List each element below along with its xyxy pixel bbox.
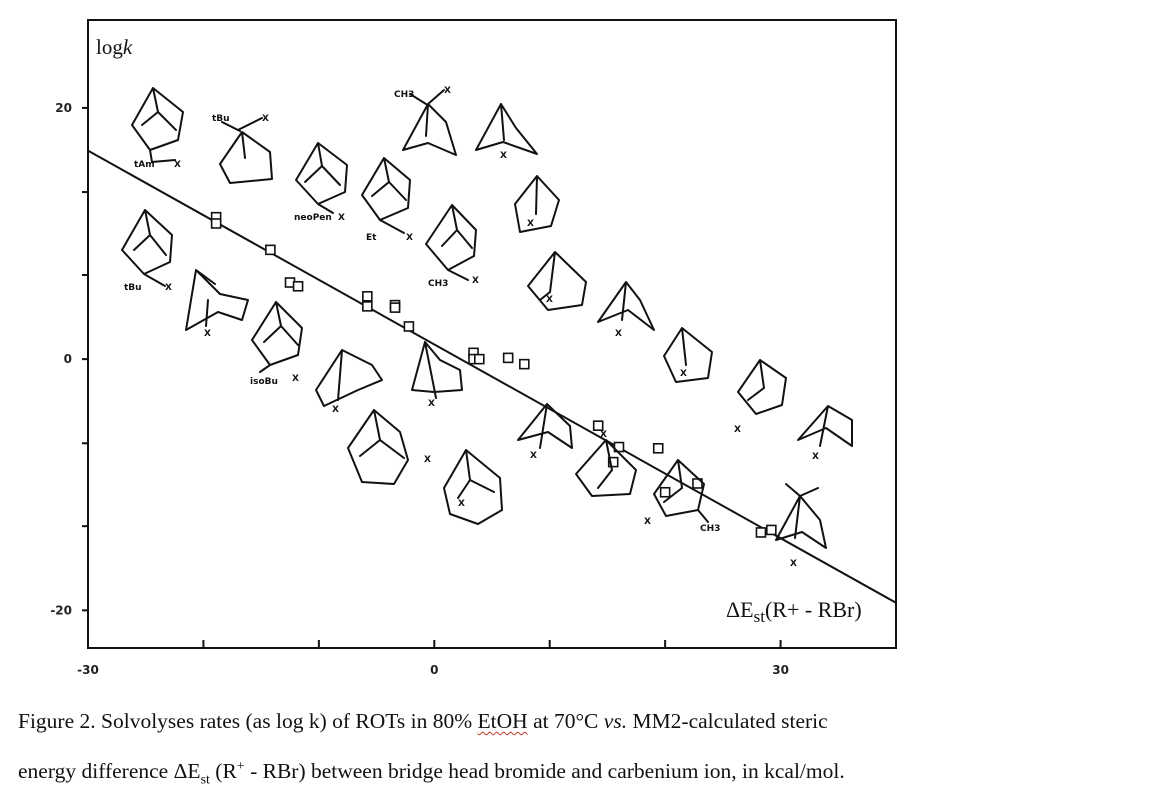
structure-ch3-bicyclo — [402, 89, 457, 156]
structure-bicyclo-333 — [575, 439, 637, 497]
structure-tam-adamantane — [131, 87, 184, 163]
x-tick-label: -30 — [77, 663, 99, 677]
svg-text:X: X — [262, 114, 269, 124]
structure-norbornane-2 — [597, 281, 655, 331]
svg-text:X: X — [644, 517, 651, 527]
svg-text:isoBu: isoBu — [250, 377, 278, 387]
svg-text:X: X — [292, 374, 299, 384]
caption-line-1: Figure 2. Solvolyses rates (as log k) of… — [18, 709, 828, 733]
svg-text:X: X — [174, 160, 181, 170]
data-point — [659, 486, 671, 498]
svg-text:X: X — [332, 405, 339, 415]
svg-text:CH3: CH3 — [700, 524, 720, 534]
structure-norbornane-1 — [475, 103, 538, 155]
caption-line-2: energy difference ΔEst (R+ - RBr) betwee… — [18, 759, 845, 788]
svg-text:X: X — [458, 499, 465, 509]
structure-bicyclooctane-a — [514, 175, 560, 233]
data-point — [362, 291, 373, 302]
svg-text:tBu: tBu — [212, 114, 230, 124]
structure-et-adamantane — [361, 157, 411, 234]
data-point — [652, 442, 664, 454]
svg-text:X: X — [428, 399, 435, 409]
structure-adamantane-x-right — [737, 359, 787, 415]
data-point — [210, 218, 222, 229]
svg-text:X: X — [500, 151, 507, 161]
svg-text:CH3: CH3 — [394, 90, 414, 100]
structure-homoadamantane-ring — [347, 409, 409, 485]
y-axis-label: logk — [96, 35, 133, 59]
y-tick-label: 0 — [64, 352, 72, 366]
svg-text:X: X — [680, 369, 687, 379]
data-point — [592, 420, 604, 431]
structure-camphane — [775, 483, 827, 549]
y-tick-label: 20 — [55, 101, 72, 115]
svg-text:X: X — [790, 559, 797, 569]
svg-text:X: X — [406, 233, 413, 243]
svg-text:X: X — [204, 329, 211, 339]
svg-text:X: X — [615, 329, 622, 339]
structure-bicyclo-b — [517, 403, 573, 449]
x-tick-label: 30 — [772, 663, 789, 677]
structure-ch3-adamantane-3 — [653, 459, 709, 523]
svg-text:X: X — [424, 455, 431, 465]
structure-homoadamantane-a — [527, 251, 587, 311]
figure-caption: Figure 2. Solvolyses rates (as log k) of… — [18, 698, 1138, 803]
axis-ticks — [82, 106, 897, 648]
svg-text:neoPen: neoPen — [294, 213, 332, 223]
structure-bicyclononane-a — [185, 269, 249, 331]
svg-text:CH3: CH3 — [428, 279, 448, 289]
structures — [121, 87, 853, 549]
structure-ch3-adamantane-2 — [425, 204, 477, 281]
x-tick-label: 0 — [430, 663, 438, 677]
structure-labels: tAm X tBu X CH3 X X neoPen X Et X CH3 X X tBu X… — [124, 86, 819, 569]
data-point — [607, 456, 619, 468]
axis-tick-labels: -30 0 30 -20 0 20 — [50, 101, 789, 677]
svg-text:tAm: tAm — [134, 160, 155, 170]
structure-homoadamantane-ring-2 — [443, 449, 503, 525]
x-axis-label: ΔEst(R+ - RBr) — [726, 597, 862, 626]
data-points — [210, 211, 777, 538]
structure-isobu-adamantane — [251, 301, 303, 373]
plot-frame — [87, 19, 897, 649]
data-point — [265, 244, 276, 256]
svg-text:X: X — [546, 295, 553, 305]
data-point — [389, 302, 401, 313]
data-point — [403, 321, 415, 332]
svg-text:Et: Et — [366, 233, 377, 243]
svg-text:X: X — [165, 283, 172, 293]
data-point — [613, 441, 625, 453]
svg-text:X: X — [527, 219, 534, 229]
data-point — [519, 358, 530, 370]
data-point — [766, 524, 777, 536]
data-point — [755, 527, 767, 538]
structure-bicyclo-cyclooctane — [411, 341, 463, 399]
y-tick-label: -20 — [50, 603, 72, 617]
chart: -30 0 30 -20 0 20 logk ΔEst(R+ - RBr) tAm X tB… — [50, 19, 897, 677]
structure-tbu-bicyclo — [219, 117, 273, 184]
data-point — [292, 280, 304, 292]
structure-neopen-adamantane — [295, 142, 348, 214]
structure-norbornyl-right — [797, 405, 853, 447]
svg-text:X: X — [530, 451, 537, 461]
svg-text:X: X — [444, 86, 451, 96]
structure-bicyclo-cycloheptane — [315, 349, 383, 407]
svg-text:X: X — [734, 425, 741, 435]
svg-text:X: X — [812, 452, 819, 462]
svg-text:X: X — [338, 213, 345, 223]
data-point — [474, 353, 485, 365]
svg-text:tBu: tBu — [124, 283, 142, 293]
data-point — [362, 301, 373, 312]
structure-noradamantane — [663, 327, 713, 383]
structure-tbu-adamantane — [121, 209, 173, 287]
data-point — [502, 352, 514, 364]
svg-text:X: X — [472, 276, 479, 286]
svg-text:X: X — [600, 430, 607, 440]
